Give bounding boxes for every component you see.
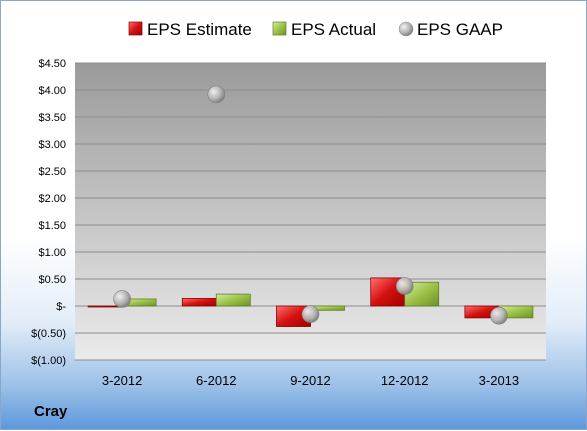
legend-label-eps-gaap: EPS GAAP <box>417 20 503 39</box>
legend-swatch-eps-estimate <box>128 21 143 36</box>
legend-label-eps-estimate: EPS Estimate <box>147 20 252 39</box>
y-tick-label: $4.50 <box>38 58 66 70</box>
legend-item-eps-estimate: EPS Estimate <box>128 20 252 39</box>
point-eps-gaap <box>113 290 131 308</box>
y-tick-label: $4.00 <box>38 85 66 97</box>
x-tick-label: 9-2012 <box>290 373 330 388</box>
y-tick-label: $3.00 <box>38 139 66 151</box>
x-tick-label: 3-2012 <box>102 373 142 388</box>
bar-eps-actual <box>215 293 251 307</box>
bar-eps-estimate <box>181 298 217 307</box>
point-eps-gaap <box>207 85 226 104</box>
bars <box>87 277 534 327</box>
y-tick-label: $(1.00) <box>31 355 66 367</box>
company-label: Cray <box>34 403 68 420</box>
x-tick-label: 12-2012 <box>381 373 429 388</box>
y-tick-label: $1.00 <box>38 247 66 259</box>
point-eps-gaap <box>490 306 508 325</box>
legend-label-eps-actual: EPS Actual <box>291 20 376 39</box>
point-eps-gaap <box>301 305 320 323</box>
y-axis: $4.50 $4.00 $3.50 $3.00 $2.50 $2.00 $1.50 $1.00… <box>31 58 66 367</box>
legend-item-eps-gaap: EPS GAAP <box>398 20 503 39</box>
point-eps-gaap <box>395 277 414 295</box>
y-tick-label: $2.50 <box>38 166 66 178</box>
y-tick-label: $3.50 <box>38 112 66 124</box>
y-tick-label: $2.00 <box>38 193 66 205</box>
gaap-points <box>113 85 508 325</box>
x-axis: 3-2012 6-2012 9-2012 12-2012 3-2013 <box>102 373 519 388</box>
legend-item-eps-actual: EPS Actual <box>272 20 376 39</box>
legend: EPS Estimate EPS Actual EPS GAAP <box>128 20 503 39</box>
legend-swatch-eps-actual <box>272 21 287 36</box>
x-tick-label: 6-2012 <box>196 373 236 388</box>
y-tick-label: $0.50 <box>38 274 66 286</box>
y-tick-label: $- <box>56 301 66 313</box>
legend-marker-eps-gaap <box>398 21 414 37</box>
x-tick-label: 3-2013 <box>479 373 519 388</box>
y-tick-label: $(0.50) <box>31 328 66 340</box>
y-tick-label: $1.50 <box>38 220 66 232</box>
